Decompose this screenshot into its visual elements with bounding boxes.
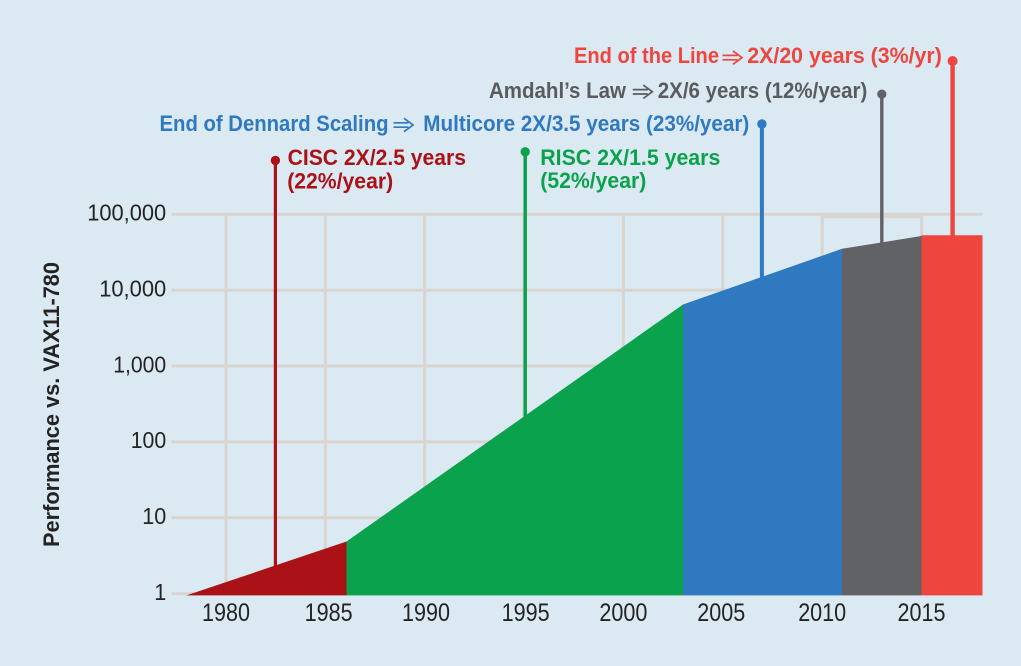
svg-text:2005: 2005 — [697, 599, 745, 627]
svg-text:(52%/year): (52%/year) — [540, 168, 646, 193]
svg-text:1995: 1995 — [502, 599, 550, 627]
svg-text:2000: 2000 — [599, 599, 647, 627]
svg-text:2X/20 years (3%/yr): 2X/20 years (3%/yr) — [747, 43, 942, 68]
svg-text:Multicore 2X/3.5 years (23%/ye: Multicore 2X/3.5 years (23%/year) — [423, 111, 749, 136]
svg-text:1,000: 1,000 — [113, 351, 166, 377]
svg-text:1: 1 — [154, 579, 166, 605]
svg-text:10: 10 — [142, 503, 166, 529]
svg-text:(22%/year): (22%/year) — [287, 169, 393, 194]
svg-text:1985: 1985 — [305, 599, 353, 627]
svg-text:Performance vs. VAX11-780: Performance vs. VAX11-780 — [39, 262, 64, 547]
svg-text:2X/6 years (12%/year): 2X/6 years (12%/year) — [658, 78, 868, 103]
svg-text:1980: 1980 — [202, 599, 250, 627]
svg-text:10,000: 10,000 — [99, 275, 166, 301]
svg-text:End of the Line: End of the Line — [574, 43, 719, 68]
svg-text:End of Dennard Scaling: End of Dennard Scaling — [160, 111, 389, 136]
svg-text:100: 100 — [131, 427, 167, 453]
svg-text:Amdahl’s Law: Amdahl’s Law — [489, 78, 627, 103]
svg-text:2010: 2010 — [798, 599, 846, 627]
svg-text:1990: 1990 — [402, 599, 450, 627]
svg-text:CISC 2X/2.5 years: CISC 2X/2.5 years — [288, 145, 466, 170]
svg-text:RISC 2X/1.5 years: RISC 2X/1.5 years — [540, 145, 720, 170]
svg-text:2015: 2015 — [898, 599, 946, 627]
svg-text:100,000: 100,000 — [87, 200, 166, 226]
